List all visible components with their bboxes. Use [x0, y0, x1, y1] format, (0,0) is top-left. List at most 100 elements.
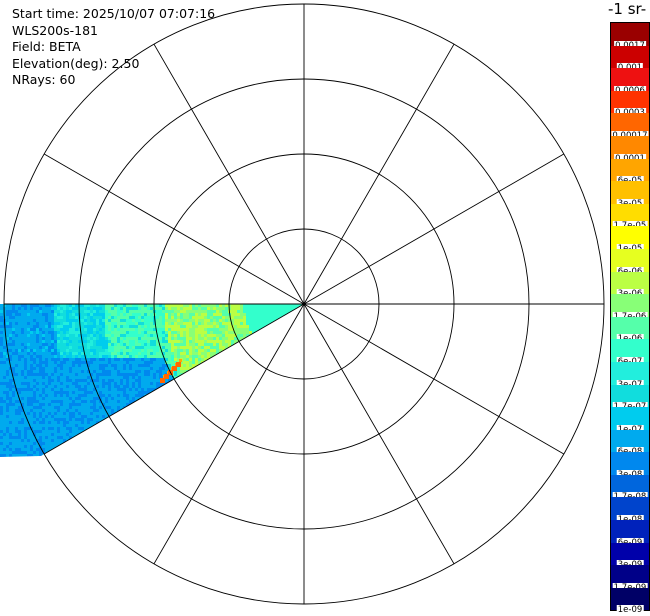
beta-cell: [42, 361, 46, 365]
beta-cell: [138, 385, 142, 389]
beta-cell: [123, 358, 127, 362]
beta-cell: [243, 394, 247, 398]
beta-cell: [156, 424, 160, 428]
beta-cell: [165, 331, 169, 335]
beta-cell: [36, 409, 40, 413]
beta-cell: [288, 403, 292, 407]
beta-cell: [39, 328, 43, 332]
beta-cell: [147, 418, 151, 422]
beta-cell: [291, 391, 295, 395]
beta-cell: [192, 358, 196, 362]
beta-cell: [36, 310, 40, 314]
beta-cell: [255, 373, 259, 377]
beta-cell: [117, 394, 121, 398]
beta-cell: [231, 421, 235, 425]
beta-cell: [195, 340, 199, 344]
beta-cell: [99, 397, 103, 401]
beta-cell: [228, 361, 232, 365]
beta-cell: [48, 355, 52, 359]
beta-cell: [207, 376, 211, 380]
beta-cell: [87, 445, 91, 449]
beta-cell: [123, 325, 127, 329]
beta-cell: [123, 310, 127, 314]
beta-cell: [303, 394, 304, 398]
beta-cell: [6, 307, 10, 311]
beta-cell: [279, 385, 283, 389]
beta-cell: [48, 322, 52, 326]
beta-cell: [246, 379, 250, 383]
beta-cell: [267, 409, 271, 413]
beta-cell: [102, 379, 106, 383]
beta-cell: [42, 325, 46, 329]
beta-cell: [204, 310, 208, 314]
beta-cell: [0, 334, 4, 338]
beta-cell: [6, 334, 10, 338]
beta-cell: [84, 310, 88, 314]
beta-cell: [0, 367, 4, 371]
beta-cell: [18, 415, 22, 419]
beta-cell: [0, 328, 4, 332]
beta-cell: [249, 373, 253, 377]
beta-cell: [255, 427, 259, 431]
beta-cell: [120, 340, 124, 344]
beta-cell: [231, 442, 235, 446]
beta-cell: [81, 418, 85, 422]
beta-cell: [81, 415, 85, 419]
beta-cell: [189, 385, 193, 389]
beta-cell: [9, 376, 13, 380]
beta-cell: [147, 409, 151, 413]
beta-cell: [237, 334, 241, 338]
beta-cell: [237, 313, 241, 317]
beta-cell: [282, 412, 286, 416]
beta-cell: [42, 340, 46, 344]
beta-cell: [303, 310, 304, 314]
beta-cell: [261, 391, 265, 395]
beta-cell: [213, 370, 217, 374]
beta-cell: [162, 334, 166, 338]
beta-cell: [222, 412, 226, 416]
beta-cell: [21, 394, 25, 398]
beta-cell: [282, 409, 286, 413]
beta-cell: [303, 352, 304, 356]
beta-cell: [162, 310, 166, 314]
beta-cell: [90, 328, 94, 332]
beta-cell: [300, 367, 304, 371]
beta-cell: [126, 316, 130, 320]
beta-cell: [93, 382, 97, 386]
beta-cell: [273, 436, 277, 440]
beta-cell: [6, 361, 10, 365]
beta-cell: [192, 412, 196, 416]
beta-cell: [72, 421, 76, 425]
beta-cell: [267, 334, 271, 338]
beta-cell: [273, 445, 277, 449]
beta-cell: [48, 310, 52, 314]
beta-cell: [99, 304, 103, 308]
beta-cell: [42, 403, 46, 407]
beta-cell: [276, 367, 280, 371]
beta-cell: [54, 334, 58, 338]
beta-cell: [75, 331, 79, 335]
beta-cell: [0, 427, 4, 431]
beta-cell: [285, 361, 289, 365]
beta-cell: [207, 316, 211, 320]
beta-cell: [120, 415, 124, 419]
beta-cell: [87, 433, 91, 437]
beta-cell: [102, 409, 106, 413]
beta-cell: [246, 421, 250, 425]
beta-cell: [108, 388, 112, 392]
beta-cell: [105, 442, 109, 446]
beta-cell: [141, 310, 145, 314]
beta-cell: [24, 343, 28, 347]
beta-cell: [282, 406, 286, 410]
beta-cell: [48, 343, 52, 347]
beta-cell: [291, 448, 295, 452]
beta-cell: [267, 376, 271, 380]
beta-cell: [195, 379, 199, 383]
beta-cell: [246, 343, 250, 347]
beta-cell: [39, 400, 43, 404]
beta-cell: [174, 358, 178, 362]
beta-cell: [117, 319, 121, 323]
beta-cell: [273, 379, 277, 383]
beta-cell: [300, 334, 304, 338]
beta-cell: [63, 403, 67, 407]
